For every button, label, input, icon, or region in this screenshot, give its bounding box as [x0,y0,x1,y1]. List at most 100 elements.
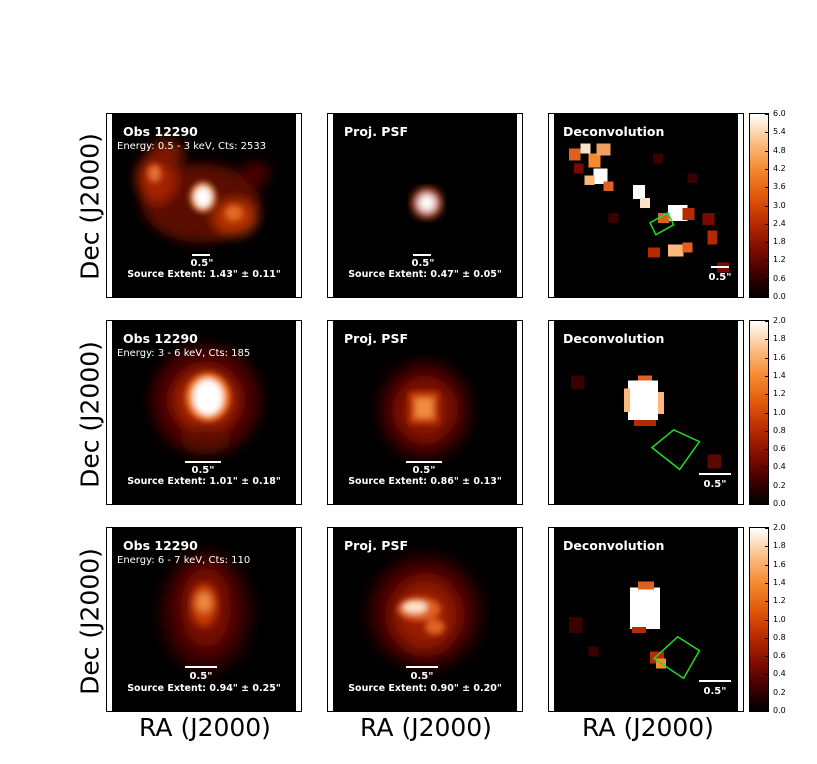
panel-border-left [328,321,333,504]
psf-image-row3 [370,557,480,667]
x-axis-label-col1: RA (J2000) [139,713,271,742]
obs-energy-subtitle: Energy: 3 - 6 keV, Cts: 185 [117,348,251,359]
colorbar-tick-mark [765,564,769,566]
colorbar-tick-label: 1.6 [773,352,786,362]
panel-border-left [328,114,333,297]
colorbar-tick-label: 1.2 [773,389,786,399]
colorbar-tick-mark [765,205,769,207]
panel-border-left [107,114,112,297]
colorbar-tick-mark [765,394,769,396]
panel-border-right [738,528,743,711]
panel-border-right [738,321,743,504]
scale-bar-label: 0.5" [190,258,214,269]
colorbar-tick-label: 1.0 [773,407,786,417]
colorbar-tick-label: 4.8 [773,145,786,155]
colorbar-tick-mark [765,297,769,298]
colorbar-tick-mark [765,375,769,377]
deconv-image-row1 [568,143,730,273]
scale-bar [699,680,731,682]
colorbar-tick-mark [765,528,769,529]
obs-image-row1 [136,139,271,243]
source-extent-label: Source Extent: 1.43" ± 0.11" [127,269,281,280]
colorbar-tick-mark [765,430,769,432]
obs-title: Obs 12290 [123,331,198,346]
panel-obs-row2: Obs 12290 Energy: 3 - 6 keV, Cts: 185 0.… [106,320,302,505]
colorbar-tick-mark [765,132,769,134]
scale-bar [699,473,731,475]
colorbar-tick-label: 0.2 [773,480,786,490]
colorbar-tick-mark [765,114,769,115]
obs-image-row2 [151,345,261,455]
colorbar-tick-label: 0.6 [773,273,786,283]
scale-bar-label: 0.5" [189,671,213,682]
colorbar-tick-label: 1.6 [773,559,786,569]
y-axis-label-row3: Dec (J2000) [75,548,105,695]
panel-border-right [517,528,522,711]
panel-border-left [107,321,112,504]
colorbar-tick-mark [765,449,769,451]
colorbar-tick-label: 1.2 [773,255,786,265]
scale-bar-label: 0.5" [191,465,215,476]
colorbar-tick-label: 3.6 [773,182,786,192]
colorbar-tick-mark [765,546,769,548]
colorbar-tick-mark [765,187,769,189]
panel-psf-row2: Proj. PSF 0.5" Source Extent: 0.86" ± 0.… [327,320,523,505]
colorbar-tick-mark [765,168,769,170]
panel-border-right [296,528,301,711]
obs-title: Obs 12290 [123,124,198,139]
source-extent-label: Source Extent: 1.01" ± 0.18" [127,476,281,487]
scale-bar-label: 0.5" [703,686,727,697]
colorbar-tick-label: 2.0 [773,523,786,532]
colorbar-tick-label: 2.4 [773,218,786,228]
colorbar-tick-mark [765,150,769,152]
colorbar-tick-label: 1.4 [773,577,786,587]
source-extent-label: Source Extent: 0.94" ± 0.25" [127,683,281,694]
colorbar-tick-label: 0.2 [773,687,786,697]
colorbar-tick-label: 1.4 [773,370,786,380]
deconv-title: Deconvolution [563,331,665,346]
colorbar-tick-label: 0.0 [773,706,786,715]
source-extent-label: Source Extent: 0.86" ± 0.13" [348,476,502,487]
colorbar-tick-label: 1.8 [773,237,786,247]
colorbar-tick-mark [765,711,769,712]
colorbar-tick-label: 0.4 [773,462,786,472]
y-axis-label-row1: Dec (J2000) [75,133,105,280]
panel-psf-row3: Proj. PSF 0.5" Source Extent: 0.90" ± 0.… [327,527,523,712]
colorbar-tick-label: 1.2 [773,596,786,606]
colorbar-tick-mark [765,656,769,658]
scale-bar [406,461,442,463]
colorbar-tick-label: 2.0 [773,316,786,325]
colorbar-tick-mark [765,504,769,505]
colorbar-tick-mark [765,601,769,603]
obs-title: Obs 12290 [123,538,198,553]
colorbar-tick-label: 0.0 [773,292,786,301]
scale-bar-label: 0.5" [703,479,727,490]
colorbar-tick-label: 0.6 [773,444,786,454]
psf-title: Proj. PSF [344,124,409,139]
panel-border-right [738,114,743,297]
colorbar-tick-mark [765,223,769,225]
colorbar-tick-mark [765,339,769,341]
scale-bar [185,461,221,463]
scale-bar [413,254,431,256]
scale-bar [185,666,217,668]
colorbar-tick-mark [765,485,769,487]
psf-title: Proj. PSF [344,331,409,346]
panel-border-right [517,114,522,297]
panel-border-left [549,528,554,711]
panel-obs-row3: Obs 12290 Energy: 6 - 7 keV, Cts: 110 0.… [106,527,302,712]
deconv-title: Deconvolution [563,538,665,553]
colorbar-tick-label: 3.0 [773,200,786,210]
colorbar-tick-mark [765,692,769,694]
deconv-title: Deconvolution [563,124,665,139]
scale-bar [406,666,438,668]
panel-border-right [517,321,522,504]
colorbar-tick-label: 5.4 [773,127,786,137]
panel-border-left [549,114,554,297]
colorbar-tick-mark [765,467,769,469]
obs-energy-subtitle: Energy: 0.5 - 3 keV, Cts: 2533 [117,141,267,152]
panel-border-right [296,114,301,297]
colorbar-tick-label: 0.6 [773,651,786,661]
colorbar-tick-mark [765,582,769,584]
obs-image-row3 [161,552,251,672]
